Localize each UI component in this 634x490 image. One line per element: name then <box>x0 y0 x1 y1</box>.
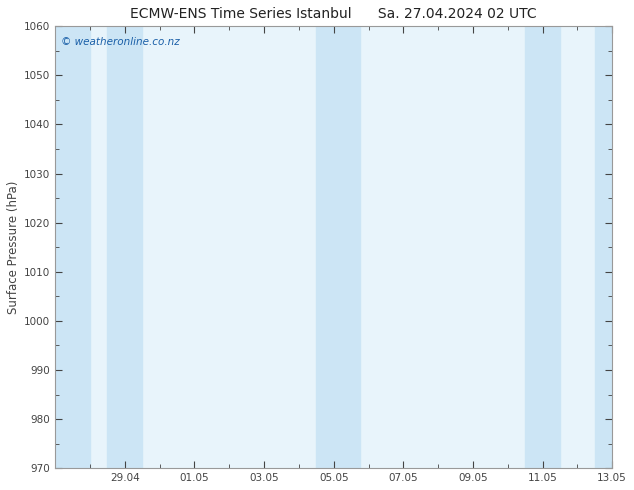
Title: ECMW-ENS Time Series Istanbul      Sa. 27.04.2024 02 UTC: ECMW-ENS Time Series Istanbul Sa. 27.04.… <box>131 7 537 21</box>
Bar <box>55 26 90 468</box>
Text: © weatheronline.co.nz: © weatheronline.co.nz <box>61 37 179 48</box>
Y-axis label: Surface Pressure (hPa): Surface Pressure (hPa) <box>7 180 20 314</box>
Bar <box>525 26 560 468</box>
Bar <box>107 26 142 468</box>
Bar <box>595 26 612 468</box>
Bar <box>316 26 360 468</box>
